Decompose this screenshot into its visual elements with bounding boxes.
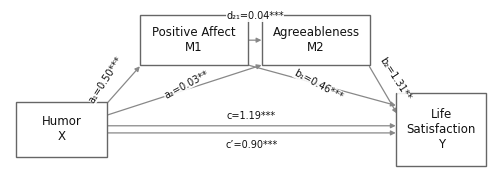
Text: b₁=0.46***: b₁=0.46*** [292,68,344,102]
Text: c=1.19***: c=1.19*** [227,111,276,121]
FancyBboxPatch shape [262,15,370,65]
FancyBboxPatch shape [140,15,248,65]
Text: Life
Satisfaction
Y: Life Satisfaction Y [406,108,476,151]
Text: d₂₁=0.04***: d₂₁=0.04*** [226,11,283,21]
Text: b₂=1.31**: b₂=1.31** [377,56,412,103]
Text: a₁=0.50***: a₁=0.50*** [86,54,124,105]
FancyBboxPatch shape [16,102,106,157]
Text: Humor
X: Humor X [42,115,82,143]
Text: a₂=0.03**: a₂=0.03** [162,69,210,101]
FancyBboxPatch shape [396,93,486,166]
Text: Positive Affect
M1: Positive Affect M1 [152,26,236,54]
Text: c’=0.90***: c’=0.90*** [226,140,278,149]
Text: Agreeableness
M2: Agreeableness M2 [272,26,360,54]
